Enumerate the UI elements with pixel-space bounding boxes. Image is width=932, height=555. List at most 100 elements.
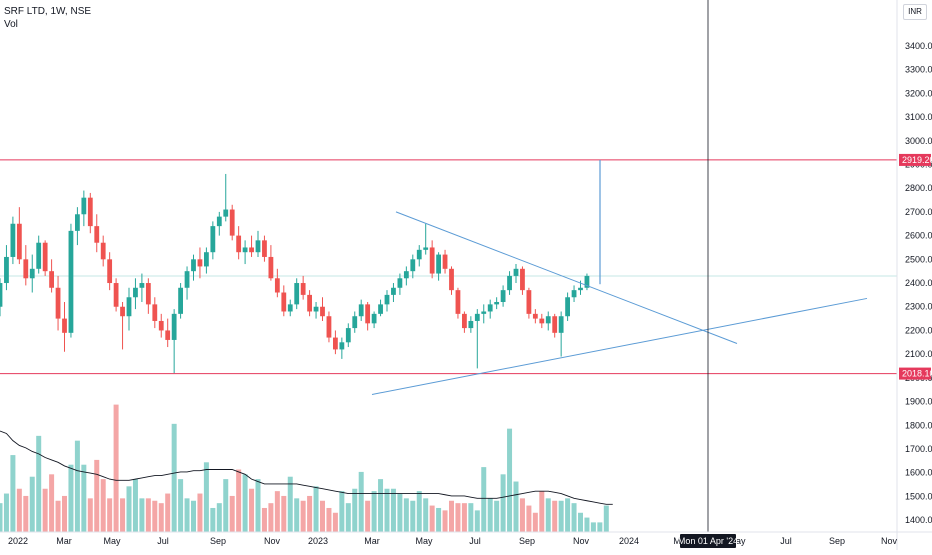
volume-bar <box>597 522 603 532</box>
volume-bar <box>281 495 287 532</box>
volume-bar <box>474 510 480 532</box>
x-tick-label: May <box>728 536 746 546</box>
candle-body <box>42 242 48 272</box>
level-badge-label: 2919.20 <box>902 155 932 165</box>
y-tick-label: 1600.00 <box>905 468 932 478</box>
volume-bar <box>423 498 429 532</box>
candle-body <box>481 311 487 314</box>
volume-bar <box>365 500 371 532</box>
y-tick-label: 1700.00 <box>905 444 932 454</box>
volume-bar <box>287 476 293 532</box>
candle-body <box>558 316 564 333</box>
volume-bar <box>178 479 184 532</box>
candle-body <box>526 290 532 314</box>
candle-body <box>449 268 454 291</box>
candle-body <box>339 342 345 350</box>
x-tick-label: Sep <box>829 536 845 546</box>
candle-body <box>416 249 422 260</box>
candle-body <box>281 292 287 312</box>
y-tick-label: 2500.00 <box>905 254 932 264</box>
candle-body <box>378 304 383 314</box>
volume-bar <box>74 440 80 532</box>
candle-body <box>571 290 577 298</box>
y-tick-label: 2300.00 <box>905 302 932 312</box>
volume-bar <box>416 491 422 532</box>
price-badges: 2919.20 2018.10 Mon 01 Apr '24 <box>678 153 932 548</box>
candle-body <box>442 254 448 269</box>
candle-body <box>584 275 590 288</box>
candle-body <box>229 209 235 236</box>
volume-bar <box>590 522 596 532</box>
candle-body <box>371 313 377 324</box>
volume-bar <box>307 495 313 532</box>
y-tick-label: 3100.00 <box>905 112 932 122</box>
descending-trendline <box>395 211 738 344</box>
volume-bar <box>326 507 332 532</box>
candle-body <box>216 216 222 227</box>
volume-bar <box>268 503 274 532</box>
y-tick-label: 3300.00 <box>905 65 932 75</box>
volume-bar <box>107 498 113 532</box>
currency-button[interactable]: INR <box>903 4 927 20</box>
volume-bar <box>152 500 158 532</box>
candle-body <box>468 320 474 329</box>
x-tick-label: Jul <box>780 536 792 546</box>
volume-bar <box>210 507 216 532</box>
candle-body <box>16 223 22 260</box>
volume-bar <box>16 488 22 532</box>
volume-bar <box>449 500 454 532</box>
candle-body <box>100 242 106 260</box>
volume-bar <box>429 505 435 532</box>
candle-body <box>358 304 364 317</box>
volume-bar <box>229 495 235 532</box>
volume-bar <box>171 423 177 532</box>
volume-bar <box>539 491 545 532</box>
y-tick-label: 2400.00 <box>905 278 932 288</box>
candle-body <box>75 214 80 231</box>
trendlines <box>371 159 868 395</box>
volume-bar <box>403 498 409 532</box>
volume-bar <box>545 498 551 532</box>
volume-bar <box>494 500 500 532</box>
x-tick-label: Mar <box>56 536 72 546</box>
candle-body <box>565 297 570 317</box>
volume-bar <box>339 491 345 532</box>
volume-bar <box>203 462 209 532</box>
volume-bar <box>55 500 61 532</box>
candle-body <box>429 247 435 274</box>
candle-body <box>333 337 338 350</box>
volume-bar <box>274 491 280 532</box>
volume-bar <box>468 503 474 532</box>
volume-bar <box>378 479 384 532</box>
volume-bar <box>558 500 564 532</box>
volume-bar <box>261 507 267 532</box>
volume-bar <box>500 474 506 532</box>
crosshair-date-badge <box>680 534 736 548</box>
candle-body <box>152 304 158 321</box>
candle-body <box>55 287 61 319</box>
x-tick-label: Nov <box>881 536 898 546</box>
volume-bar <box>81 464 87 532</box>
volume-bar <box>23 495 29 532</box>
candle-body <box>94 226 100 243</box>
candle-body <box>242 247 248 253</box>
volume-bar <box>481 467 487 532</box>
volume-bar <box>0 503 3 532</box>
candle-body <box>494 302 500 305</box>
chart-legend: SRF LTD, 1W, NSE Vol <box>4 5 91 31</box>
volume-bar <box>236 469 242 532</box>
candle-body <box>4 256 9 284</box>
level-badge-label: 2018.10 <box>902 369 932 379</box>
volume-bar <box>320 500 325 532</box>
candle-body <box>578 287 583 291</box>
y-tick-label: 2700.00 <box>905 207 932 217</box>
candle-body <box>262 240 267 257</box>
y-tick-label: 3400.00 <box>905 41 932 51</box>
x-tick-label: 2023 <box>308 536 328 546</box>
volume-bar <box>126 486 132 532</box>
volume-bar <box>410 500 416 532</box>
candle-body <box>274 278 280 293</box>
x-tick-label: Jul <box>157 536 169 546</box>
